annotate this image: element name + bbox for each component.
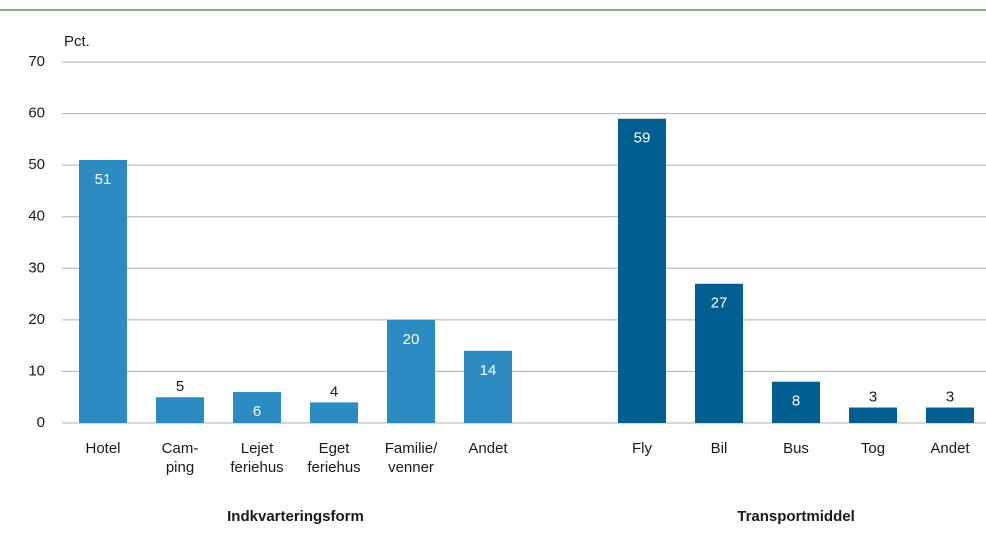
x-tick-label: Tog [861, 440, 885, 457]
value-label: 6 [253, 403, 261, 420]
y-tick-label: 70 [28, 53, 45, 70]
y-axis-label: Pct. [64, 33, 90, 50]
x-tick-label: venner [388, 459, 434, 476]
value-label: 14 [480, 362, 497, 379]
y-tick-label: 30 [28, 259, 45, 276]
x-tick-label: Hotel [85, 440, 120, 457]
value-label: 5 [176, 378, 184, 395]
x-tick-label: Eget [319, 440, 351, 457]
y-tick-label: 0 [37, 414, 45, 431]
bar [695, 283, 743, 423]
value-label: 59 [634, 130, 651, 147]
x-tick-label: feriehus [230, 459, 283, 476]
bar [233, 392, 281, 423]
x-tick-label: feriehus [307, 459, 360, 476]
x-tick-label: Lejet [241, 440, 274, 457]
x-tick-label: ping [166, 459, 194, 476]
x-tick-label: Fly [632, 440, 652, 457]
bar [926, 407, 974, 423]
value-label: 27 [711, 295, 728, 312]
x-tick-label: Familie/ [385, 440, 438, 457]
bar [618, 118, 666, 423]
value-label: 51 [95, 171, 112, 188]
x-tick-label: Andet [468, 440, 508, 457]
y-tick-label: 20 [28, 311, 45, 328]
value-label: 20 [403, 331, 420, 348]
x-tick-label: Cam- [162, 440, 199, 457]
bar [156, 397, 204, 423]
value-label: 3 [869, 388, 877, 405]
bar [772, 381, 820, 423]
y-tick-label: 50 [28, 156, 45, 173]
value-label: 4 [330, 383, 338, 400]
value-label: 3 [946, 388, 954, 405]
group-label: Transportmiddel [737, 508, 855, 525]
x-tick-label: Andet [930, 440, 970, 457]
x-tick-label: Bil [711, 440, 728, 457]
x-tick-label: Bus [783, 440, 809, 457]
value-label: 8 [792, 393, 800, 410]
y-tick-label: 60 [28, 105, 45, 122]
bar [310, 402, 358, 423]
bar [849, 407, 897, 423]
bar [79, 159, 127, 423]
bar [387, 319, 435, 423]
group-label: Indkvarteringsform [227, 508, 364, 525]
bar [464, 350, 512, 423]
y-tick-label: 10 [28, 362, 45, 379]
y-tick-label: 40 [28, 208, 45, 225]
